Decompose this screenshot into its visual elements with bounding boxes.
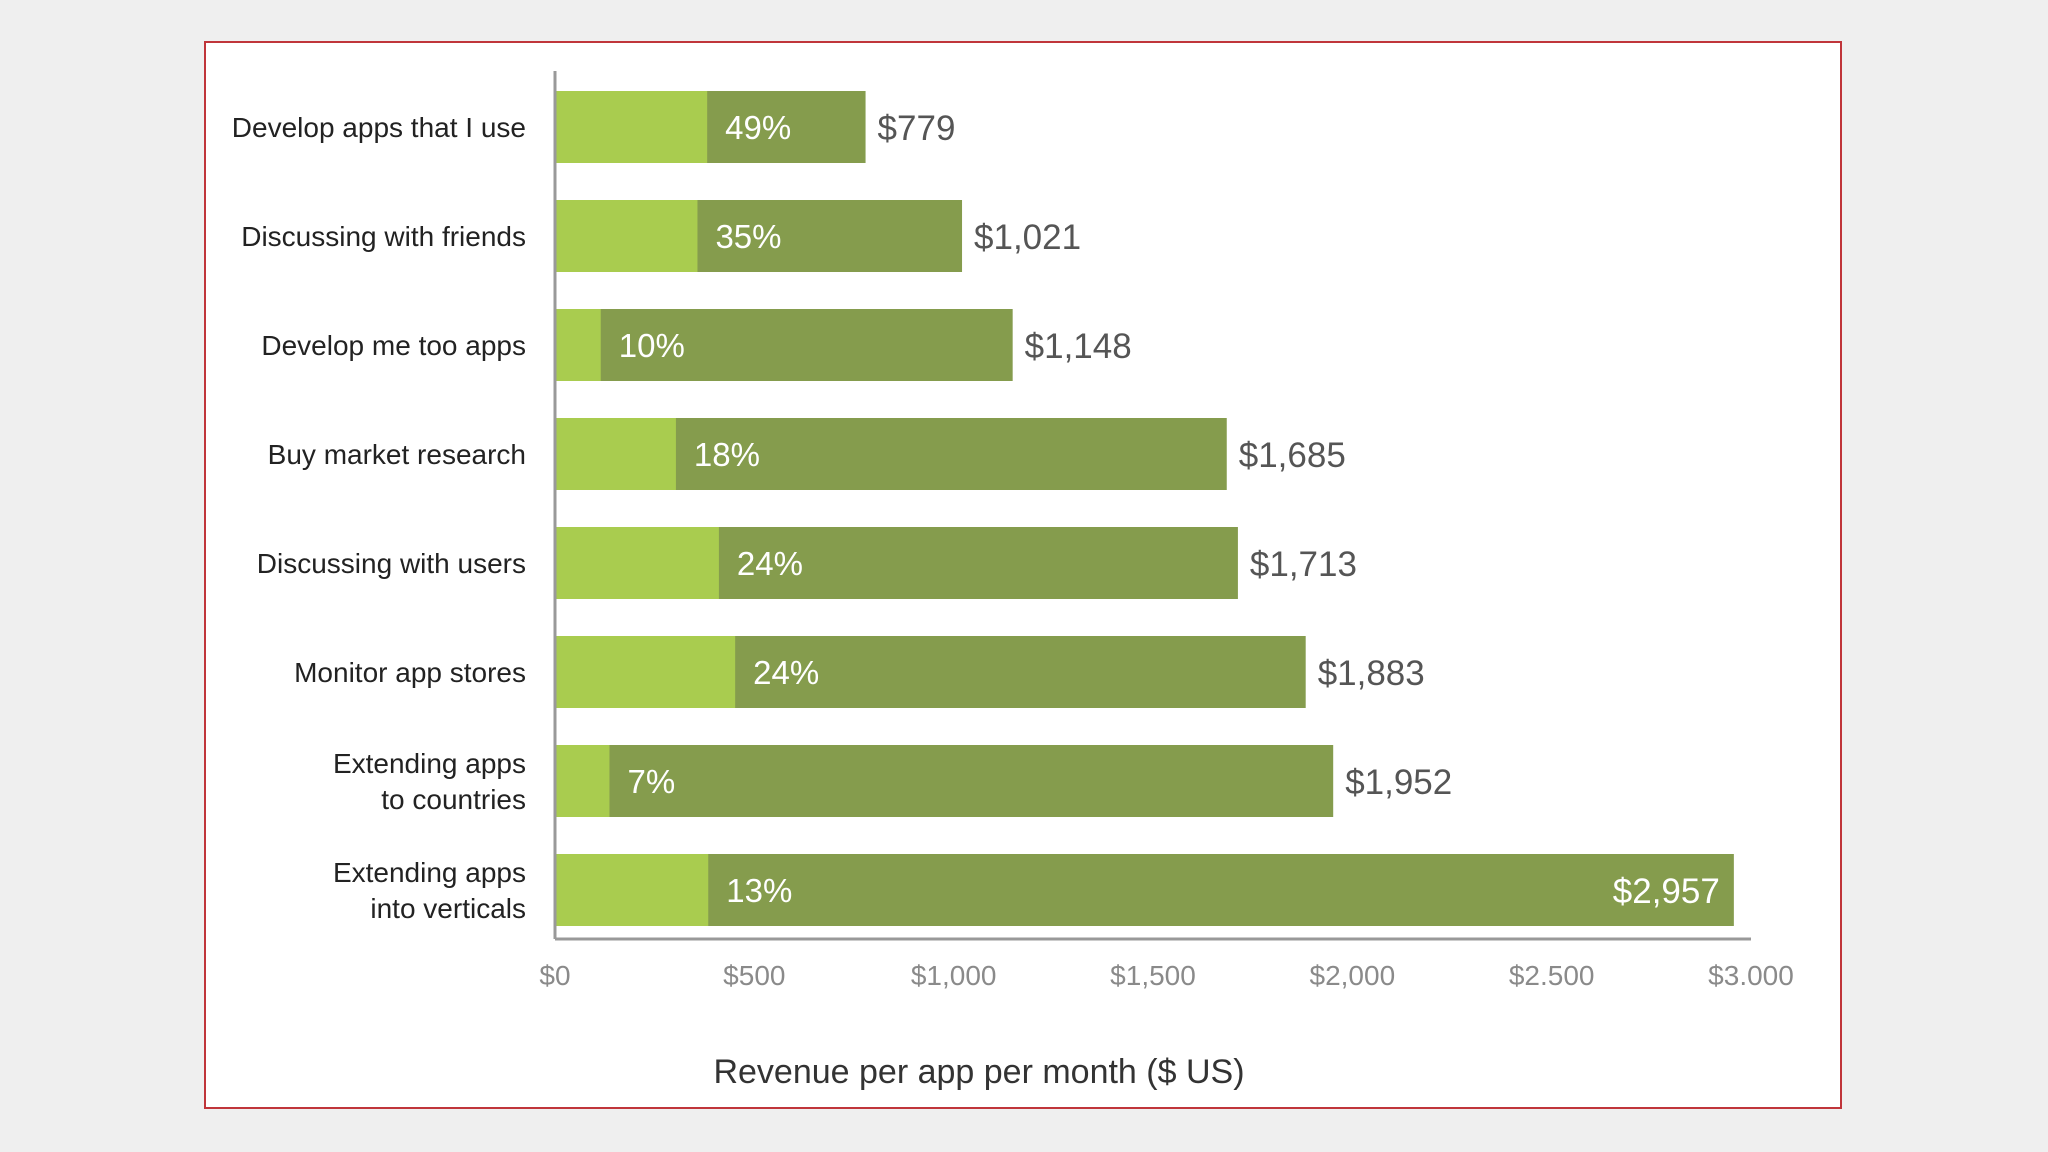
bar-total [555, 745, 1334, 817]
bar-total [555, 854, 1734, 926]
bar-percent-segment [555, 527, 719, 599]
x-tick-label: $3.000 [1708, 960, 1794, 991]
category-label-line: Buy market research [268, 439, 526, 470]
percent-label: 18% [694, 436, 760, 473]
category-label-line: into verticals [370, 893, 526, 924]
x-tick-label: $2.500 [1509, 960, 1595, 991]
value-label: $1,952 [1345, 763, 1452, 802]
percent-label: 35% [715, 218, 781, 255]
value-label: $1,883 [1318, 654, 1425, 693]
bar-chart: 49% $779 Develop apps that I use 35% $1,021 D… [232, 71, 1794, 1091]
bar-percent-segment [555, 309, 601, 381]
x-tick-label: $2,000 [1310, 960, 1396, 991]
x-tick-label: $1,000 [911, 960, 997, 991]
percent-label: 10% [619, 327, 685, 364]
category-label: Discussing with users [257, 548, 526, 579]
category-label-line: Extending apps [333, 857, 526, 888]
category-label-line: Monitor app stores [294, 657, 526, 688]
value-label: $1,685 [1239, 436, 1346, 475]
percent-label: 13% [726, 872, 792, 909]
bar-percent-segment [555, 200, 698, 272]
chart-frame: 49% $779 Develop apps that I use 35% $1,021 D… [204, 41, 1842, 1109]
bar-percent-segment [555, 91, 708, 163]
x-tick-label: $0 [539, 960, 570, 991]
category-label-line: Discussing with friends [241, 221, 526, 252]
x-tick-label: $1,500 [1110, 960, 1196, 991]
percent-label: 24% [753, 654, 819, 691]
value-label: $2,957 [1613, 872, 1720, 911]
category-label: Discussing with friends [241, 221, 526, 252]
category-label-line: Discussing with users [257, 548, 526, 579]
percent-label: 49% [725, 109, 791, 146]
category-label: Monitor app stores [294, 657, 526, 688]
labels-layer: 49% $779 Develop apps that I use 35% $1,021 D… [232, 109, 1720, 924]
category-label: Extending apps to countries [333, 748, 526, 815]
x-tick-label: $500 [723, 960, 785, 991]
bar-percent-segment [555, 854, 709, 926]
category-label-line: to countries [381, 784, 526, 815]
x-axis-title: Revenue per app per month ($ US) [713, 1053, 1244, 1091]
value-label: $779 [878, 109, 956, 148]
value-label: $1,148 [1025, 327, 1132, 366]
bar-percent-segment [555, 745, 610, 817]
category-label-line: Develop apps that I use [232, 112, 526, 143]
value-label: $1,021 [974, 218, 1081, 257]
category-label: Buy market research [268, 439, 526, 470]
percent-label: 24% [737, 545, 803, 582]
value-label: $1,713 [1250, 545, 1357, 584]
bar-percent-segment [555, 636, 736, 708]
x-tick-labels: $0 $500 $1,000 $1,500 $2,000 $2.500 $3.000 [539, 960, 1793, 991]
category-label: Develop apps that I use [232, 112, 526, 143]
bar-percent-segment [555, 418, 676, 490]
category-label-line: Extending apps [333, 748, 526, 779]
category-label-line: Develop me too apps [261, 330, 526, 361]
percent-label: 7% [627, 763, 675, 800]
bar-total [555, 309, 1013, 381]
category-label: Develop me too apps [261, 330, 526, 361]
bars-layer [555, 91, 1734, 926]
category-label: Extending apps into verticals [333, 857, 526, 924]
